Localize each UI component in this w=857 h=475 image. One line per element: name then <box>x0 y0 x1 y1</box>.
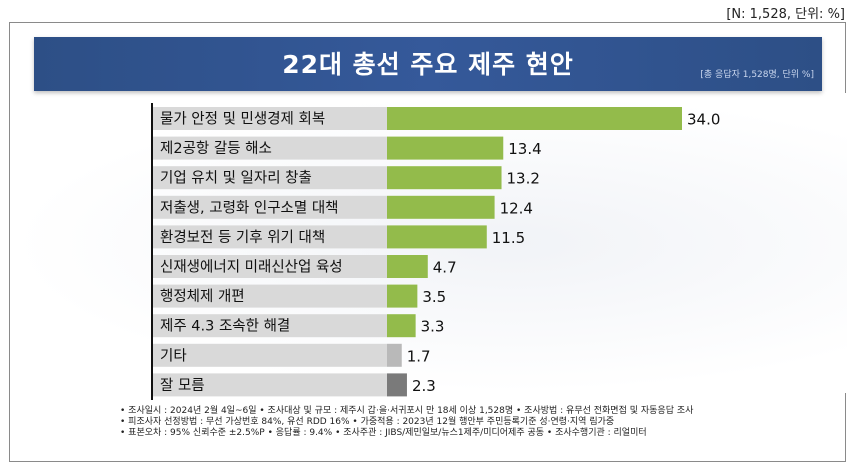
category-label: 신재생에너지 미래신산업 육성 <box>160 259 343 276</box>
footnotes: • 조사일시 : 2024년 2월 4일~6일 • 조사대상 및 규모 : 제주… <box>120 406 693 439</box>
bar <box>387 373 407 397</box>
category-label: 제주 4.3 조속한 해결 <box>160 318 290 335</box>
category-label: 기업 유치 및 일자리 창출 <box>160 170 312 187</box>
category-label: 물가 안정 및 민생경제 회복 <box>160 111 325 128</box>
value-label: 12.4 <box>500 199 533 217</box>
category-label: 잘 모름 <box>160 377 205 394</box>
chart-subtitle: [총 응답자 1,528명, 단위 %] <box>700 70 814 80</box>
footnote-line: • 조사일시 : 2024년 2월 4일~6일 • 조사대상 및 규모 : 제주… <box>120 406 694 416</box>
category-label: 환경보전 등 기후 위기 대책 <box>160 229 325 246</box>
category-label: 제2공항 갈등 해소 <box>160 140 272 157</box>
bar <box>387 225 487 249</box>
chart-frame: 22대 총선 주요 제주 현안 [총 응답자 1,528명, 단위 %] 물가 … <box>9 22 847 462</box>
category-label: 행정체제 개편 <box>160 288 245 305</box>
bar <box>387 166 502 190</box>
bar <box>387 314 416 338</box>
category-label: 기타 <box>160 347 187 364</box>
bar <box>387 284 418 308</box>
value-label: 3.5 <box>422 288 446 306</box>
title-banner: 22대 총선 주요 제주 현안 [총 응답자 1,528명, 단위 %] <box>34 37 822 91</box>
value-label: 11.5 <box>492 229 525 247</box>
bar <box>387 107 682 130</box>
category-label-bg <box>152 255 387 278</box>
value-label: 2.3 <box>412 377 436 395</box>
category-label-bg <box>152 373 387 397</box>
chart-title: 22대 총선 주요 제주 현안 <box>282 50 574 79</box>
footnote-line: • 피조사자 선정방법 : 무선 가상번호 84%, 유선 RDD 16% • … <box>120 417 615 427</box>
footnote-line: • 표본오차 : 95% 신뢰수준 ±2.5%P • 응답률 : 9.4% • … <box>120 428 647 438</box>
value-label: 13.2 <box>507 170 540 188</box>
value-label: 34.0 <box>687 111 720 129</box>
category-label-bg <box>152 136 387 160</box>
category-label-bg <box>152 314 387 338</box>
unit-note: [N: 1,528, 단위: %] <box>726 7 845 22</box>
category-label-bg <box>152 166 387 190</box>
value-label: 3.3 <box>421 318 445 336</box>
bar <box>387 195 495 219</box>
bar <box>387 255 428 278</box>
bar <box>387 136 504 160</box>
value-label: 4.7 <box>433 259 457 277</box>
category-label-bg <box>152 225 387 249</box>
category-label-bg <box>152 284 387 308</box>
bar <box>387 343 402 367</box>
category-label: 저출생, 고령화 인구소멸 대책 <box>160 199 339 216</box>
value-label: 1.7 <box>407 347 431 365</box>
category-label-bg <box>152 195 387 219</box>
category-label-bg <box>152 107 387 130</box>
category-label-bg <box>152 343 387 367</box>
bar-chart: 물가 안정 및 민생경제 회복 34.0 제2공항 갈등 해소 13.4 기업 유치 및… <box>151 103 720 400</box>
value-label: 13.4 <box>508 140 541 158</box>
